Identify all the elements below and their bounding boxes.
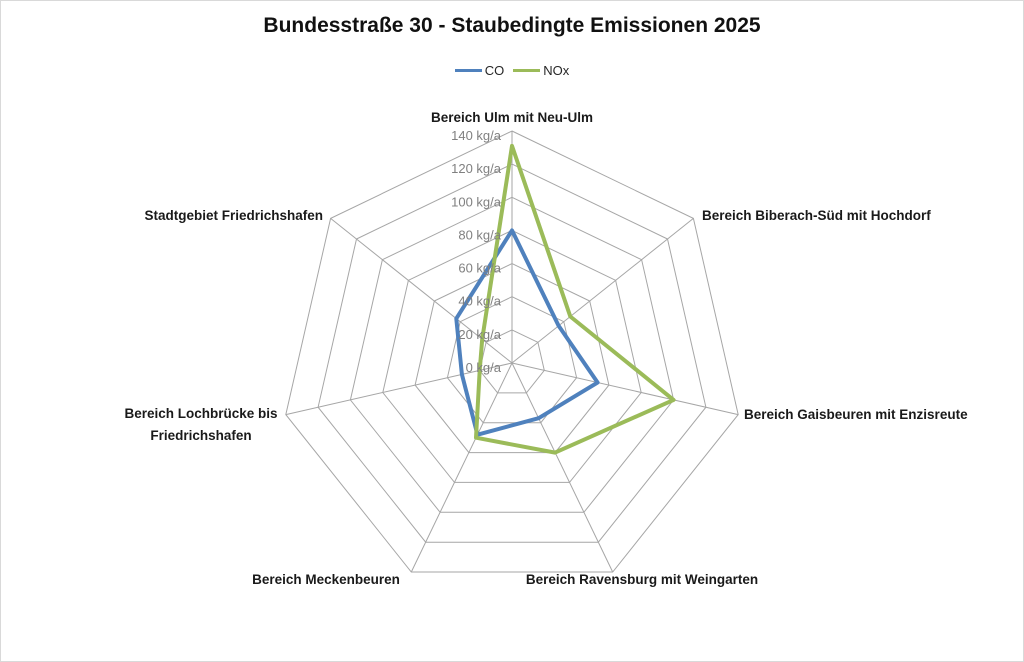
category-label: Bereich Ulm mit Neu-Ulm — [431, 110, 593, 125]
legend-label-co: CO — [484, 63, 505, 78]
co-series-line — [454, 228, 600, 437]
radial-tick-label: 40 kg/a — [458, 294, 501, 309]
grid-ring — [414, 263, 610, 454]
category-label: Bereich Ravensburg mit Weingarten — [526, 572, 758, 587]
grid-spoke — [511, 362, 614, 573]
category-label: Bereich Gaisbeuren mit Enzisreute — [744, 407, 968, 422]
nox-series-line — [474, 143, 676, 455]
radial-tick-label: 120 kg/a — [451, 161, 502, 176]
radial-tick-label: 0 kg/a — [466, 360, 502, 375]
grid-spoke — [410, 362, 513, 573]
co-line-swatch — [454, 69, 482, 72]
grid-ring — [317, 163, 707, 543]
grid-spoke — [511, 362, 739, 416]
grid-ring — [285, 130, 739, 573]
legend-label-nox: NOx — [543, 63, 570, 78]
grid-spoke — [285, 362, 513, 416]
grid-ring — [479, 329, 545, 394]
radial-tick-label: 20 kg/a — [458, 327, 501, 342]
grid-spoke — [511, 218, 694, 364]
radial-tick-label: 100 kg/a — [451, 194, 502, 209]
grid-ring — [382, 229, 642, 483]
category-label: Bereich Biberach-Süd mit Hochdorf — [702, 208, 931, 223]
legend-item-nox: NOx — [513, 63, 569, 78]
legend-item-co: CO — [454, 63, 505, 78]
chart-title: Bundesstraße 30 - Staubedingte Emissione… — [263, 14, 761, 37]
radial-tick-label: 140 kg/a — [451, 128, 502, 143]
category-label: Bereich Meckenbeuren — [252, 572, 400, 587]
category-label: Stadtgebiet Friedrichshafen — [144, 208, 323, 223]
category-label: Bereich Lochbrücke bis Friedrichshafen — [124, 406, 277, 443]
chart-legend: CO NOx — [1, 63, 1023, 78]
nox-line-swatch — [513, 69, 541, 72]
radial-tick-label: 60 kg/a — [458, 261, 501, 276]
grid-ring — [349, 196, 675, 513]
radial-tick-label: 80 kg/a — [458, 227, 501, 242]
